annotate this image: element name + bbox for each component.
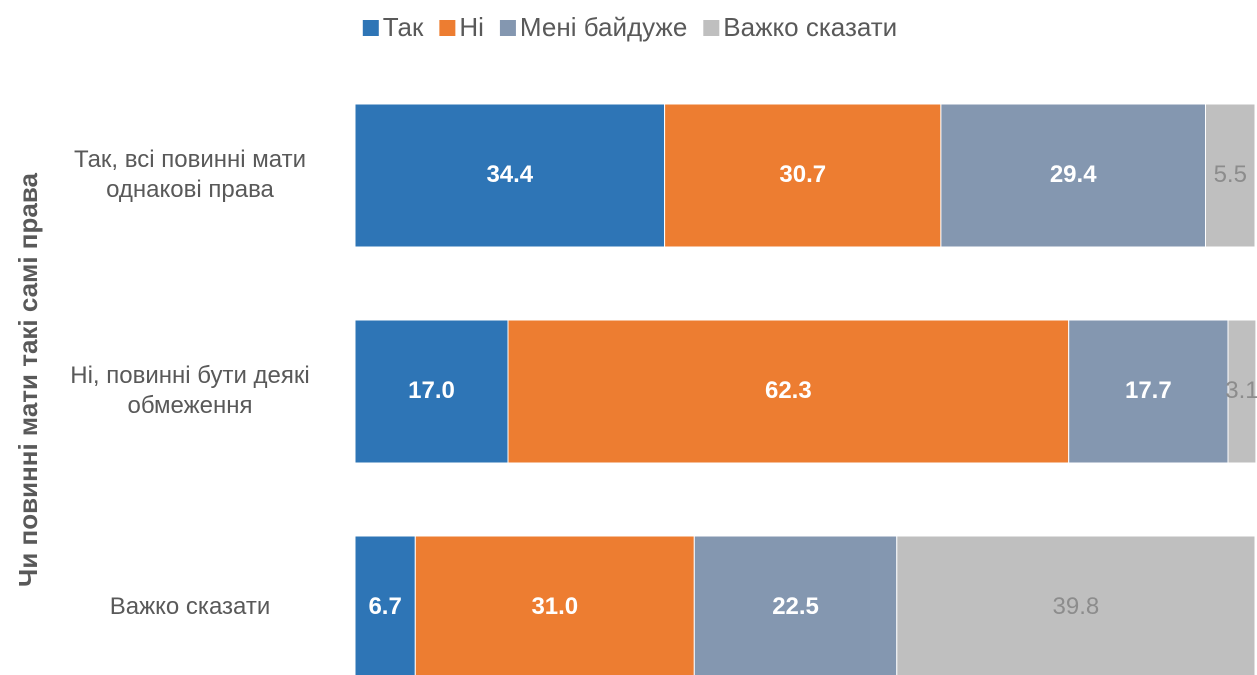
- legend-swatch: [362, 20, 379, 36]
- data-label: 31.0: [531, 593, 578, 620]
- bar-segment: [354, 103, 666, 248]
- bar-segment: [896, 535, 1256, 675]
- y-tick-label: Важко сказати: [110, 593, 271, 620]
- data-label: 39.8: [1053, 593, 1100, 620]
- data-label: 22.5: [772, 593, 819, 620]
- bar-segment: [507, 319, 1070, 464]
- bar-segment: [1205, 103, 1256, 248]
- data-label: 6.7: [368, 593, 401, 620]
- bar-segment: [1068, 319, 1229, 464]
- data-label: 3.1: [1225, 377, 1257, 404]
- y-tick-label: обмеження: [127, 392, 252, 419]
- data-label: 17.0: [408, 377, 455, 404]
- legend-swatch: [499, 20, 516, 36]
- bar-segment: [940, 103, 1207, 248]
- legend-swatch: [439, 20, 456, 36]
- bar-segment: [664, 103, 942, 248]
- bar-segment: [693, 535, 898, 675]
- bar-segment: [414, 535, 695, 675]
- y-axis-title: Чи повинні мати такі самі права: [13, 173, 43, 587]
- data-label: 29.4: [1050, 161, 1097, 188]
- y-tick-label: Ні, повинні бути деякі: [70, 362, 309, 389]
- bar-segment: [1227, 319, 1257, 464]
- legend-label: Мені байдуже: [520, 12, 687, 42]
- data-label: 5.5: [1214, 161, 1247, 188]
- data-label: 17.7: [1125, 377, 1172, 404]
- legend-label: Ні: [459, 12, 484, 42]
- legend-label: Важко сказати: [723, 12, 897, 42]
- bar-segment: [354, 319, 509, 464]
- legend-swatch: [703, 20, 720, 36]
- y-tick-label: однакові права: [106, 176, 274, 203]
- y-tick-label: Так, всі повинні мати: [74, 146, 306, 173]
- data-label: 62.3: [765, 377, 812, 404]
- data-label: 30.7: [779, 161, 826, 188]
- legend-label: Так: [383, 12, 424, 42]
- bar-segment: [354, 535, 416, 675]
- data-label: 34.4: [486, 161, 533, 188]
